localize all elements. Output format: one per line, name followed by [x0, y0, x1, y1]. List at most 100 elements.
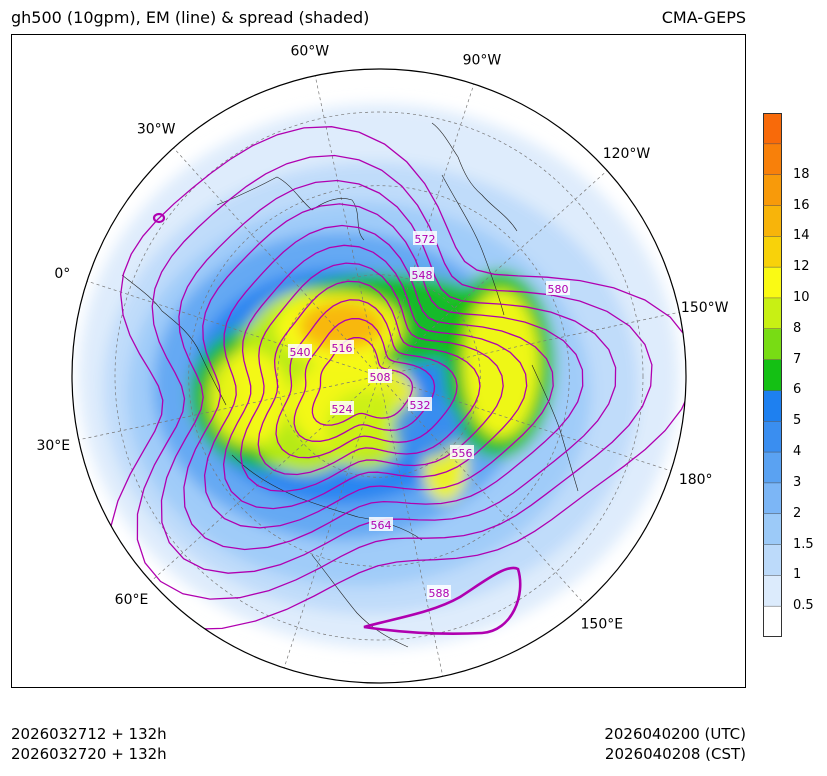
valid-time-utc: 2026040200 (UTC): [604, 725, 746, 743]
height-contour: [275, 299, 458, 459]
colorbar-tick-label: 1.5: [793, 536, 814, 552]
colorbar-swatch: [763, 513, 782, 545]
longitude-label: 30°W: [137, 122, 176, 138]
colorbar-tick-label: 18: [793, 166, 810, 182]
colorbar-swatch: [763, 390, 782, 422]
colorbar-swatch: [763, 113, 782, 145]
coastline: [121, 274, 227, 406]
longitude-label: 90°W: [463, 52, 502, 68]
init-time-cst: 2026032720 + 132h: [11, 745, 167, 763]
height-contours: [108, 126, 686, 636]
longitude-label: 180°: [679, 472, 713, 488]
svg-text:516: 516: [332, 342, 353, 355]
colorbar-swatch: [763, 606, 782, 637]
height-contour: [311, 336, 414, 426]
model-name: CMA-GEPS: [661, 8, 746, 27]
coastline: [311, 554, 409, 648]
colorbar-tick-label: 6: [793, 382, 802, 398]
svg-text:508: 508: [370, 371, 391, 384]
colorbar-tick-label: 12: [793, 259, 810, 275]
coastline: [531, 364, 579, 492]
height-contour-small: [152, 212, 166, 224]
longitude-labels: 60°W 90°W 30°W 120°W 0° 150°W 30°E 180° 60°E 150°…: [36, 43, 729, 688]
svg-text:540: 540: [290, 346, 311, 359]
contour-label: 524: [330, 401, 354, 416]
colorbar-outline: [763, 113, 782, 637]
colorbar-swatch: [763, 544, 782, 576]
height-contour: [240, 262, 504, 493]
colorbar-tick-label: 5: [793, 413, 802, 429]
map-disk: [72, 69, 686, 683]
svg-text:556: 556: [452, 447, 473, 460]
height-contour: [293, 317, 436, 442]
map-boundary: [71, 68, 687, 684]
spread-area: [393, 398, 461, 458]
colorbar-swatch: [763, 575, 782, 607]
colorbar-swatch: [763, 328, 782, 360]
contour-labels: 572 548 580 540 516 508 524 532 556 564 588: [288, 231, 570, 600]
colorbar-swatch: [763, 452, 782, 484]
polar-map: 572 548 580 540 516 508 524 532 556 564 588 60°W 90…: [36, 43, 729, 688]
colorbar-swatch: [763, 482, 782, 515]
height-contour: [160, 179, 617, 574]
contour-label: 572: [413, 231, 437, 246]
svg-text:524: 524: [332, 403, 353, 416]
contour-label: 532: [408, 397, 432, 412]
colorbar: [763, 113, 782, 637]
colorbar-tick-label: 16: [793, 197, 810, 213]
height-contour: [257, 280, 481, 476]
colorbar-tick-label: 8: [793, 320, 802, 336]
svg-text:588: 588: [429, 587, 450, 600]
coastline: [216, 176, 365, 241]
longitude-label: 150°W: [681, 300, 729, 316]
svg-text:532: 532: [410, 399, 431, 412]
coastline: [431, 122, 518, 232]
longitude-label: 0°: [54, 266, 70, 282]
svg-text:564: 564: [371, 519, 392, 532]
longitude-label: 60°W: [290, 43, 329, 59]
colorbar-tick-label: 10: [793, 289, 810, 305]
height-contour: [222, 244, 528, 510]
colorbar-swatch: [763, 421, 782, 453]
colorbar-tick-label: 3: [793, 474, 802, 490]
longitude-label: 60°E: [115, 592, 149, 608]
chart-title: gh500 (10gpm), EM (line) & spread (shade…: [11, 8, 370, 27]
map-panel: 572 548 580 540 516 508 524 532 556 564 588 60°W 90…: [11, 34, 746, 688]
longitude-label: 120°W: [603, 146, 651, 162]
latitude-circle: [188, 185, 570, 567]
height-contour: [203, 224, 554, 529]
height-contour: [136, 154, 653, 600]
colorbar-swatch: [763, 236, 782, 268]
longitude-label: 30°E: [36, 438, 70, 454]
coastline: [441, 174, 505, 316]
svg-text:580: 580: [548, 283, 569, 296]
colorbar-tick-label: 0.5: [793, 598, 814, 614]
colorbar-swatch: [763, 143, 782, 176]
longitude-label: 150°E: [581, 617, 624, 633]
valid-time-cst: 2026040208 (CST): [604, 745, 746, 763]
init-time-utc: 2026032712 + 132h: [11, 725, 167, 743]
latitude-circle: [114, 111, 644, 641]
colorbar-swatch: [763, 205, 782, 237]
height-contour-588: [363, 566, 522, 636]
contour-label: 540: [288, 344, 312, 359]
svg-text:548: 548: [412, 269, 433, 282]
colorbar-swatch: [763, 359, 782, 391]
contour-label: 580: [546, 281, 570, 296]
contour-label: 508: [368, 369, 392, 384]
contour-label: 548: [410, 267, 434, 282]
contour-label: 516: [330, 340, 354, 355]
colorbar-tick-label: 4: [793, 444, 802, 460]
contour-label: 588: [427, 585, 451, 600]
colorbar-tick-label: 2: [793, 505, 802, 521]
svg-text:572: 572: [415, 233, 436, 246]
contour-label: 556: [450, 445, 474, 460]
colorbar-swatch: [763, 267, 782, 299]
colorbar-swatch: [763, 297, 782, 330]
colorbar-tick-label: 1: [793, 567, 802, 583]
height-contour: [183, 203, 584, 551]
height-contour: [108, 126, 686, 630]
colorbar-tick-label: 14: [793, 228, 810, 244]
longitude-label: 90°E: [259, 686, 293, 688]
colorbar-swatch: [763, 174, 782, 206]
